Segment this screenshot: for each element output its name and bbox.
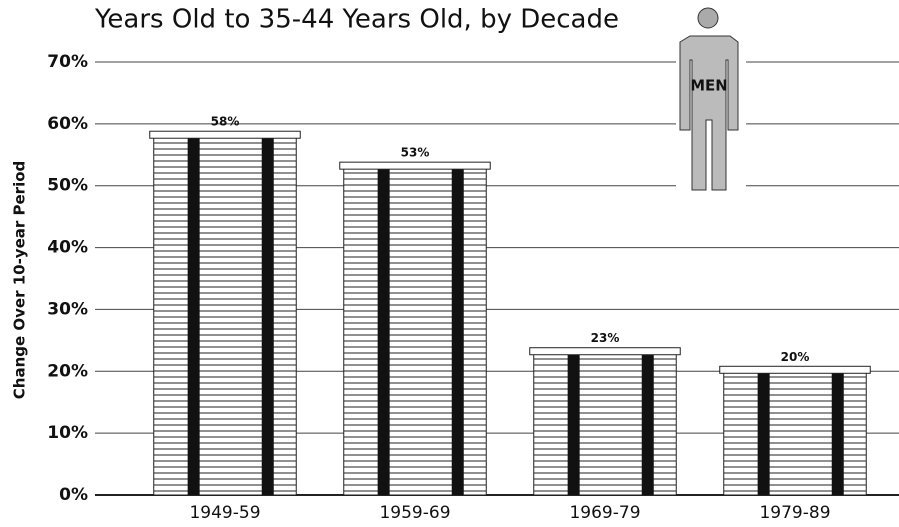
value-label: 23% — [591, 331, 620, 345]
x-tick-label: 1949-59 — [189, 503, 260, 523]
icon-head — [697, 7, 719, 29]
plot-area: 0% 10% 20% 30% 40% 50% 60% 70% 1949-59 58% 1959-69… — [47, 52, 899, 523]
y-tick-label: 10% — [47, 423, 88, 443]
x-tick-label: 1959-69 — [379, 503, 450, 523]
bar-cap — [339, 161, 491, 170]
value-label: 20% — [781, 350, 810, 364]
bar-stripe — [641, 352, 654, 495]
y-axis-label: Change Over 10-year Period — [11, 161, 29, 399]
y-tick-label: 20% — [47, 361, 88, 381]
value-label: 53% — [401, 146, 430, 160]
y-tick-label: 50% — [47, 176, 88, 196]
icon-label: MEN — [690, 77, 728, 95]
y-tick-label: 60% — [47, 114, 88, 134]
y-tick-label: 30% — [47, 299, 88, 319]
men-icon: MEN — [676, 0, 746, 195]
bar — [533, 352, 677, 496]
bar-cap — [529, 347, 681, 356]
y-tick-label: 70% — [47, 52, 88, 72]
bar-stripe — [451, 167, 464, 495]
bar-stripe — [261, 136, 274, 495]
icon-body — [679, 35, 739, 191]
bar-stripe — [187, 136, 200, 495]
chart-title: Years Old to 35-44 Years Old, by Decade — [94, 5, 619, 35]
bar-stripe — [377, 167, 390, 495]
bar-cap — [149, 130, 301, 139]
value-label: 58% — [211, 115, 240, 129]
x-tick-label: 1969-79 — [569, 503, 640, 523]
bar-cap — [719, 365, 871, 374]
bar — [343, 166, 487, 496]
bar-stripe — [831, 371, 844, 495]
x-tick-label: 1979-89 — [759, 503, 830, 523]
y-tick-label: 0% — [59, 485, 88, 505]
bar-stripe — [757, 371, 770, 495]
bar — [723, 370, 867, 496]
bar-stripe — [567, 352, 580, 495]
y-tick-label: 40% — [47, 238, 88, 258]
bar — [153, 135, 297, 496]
